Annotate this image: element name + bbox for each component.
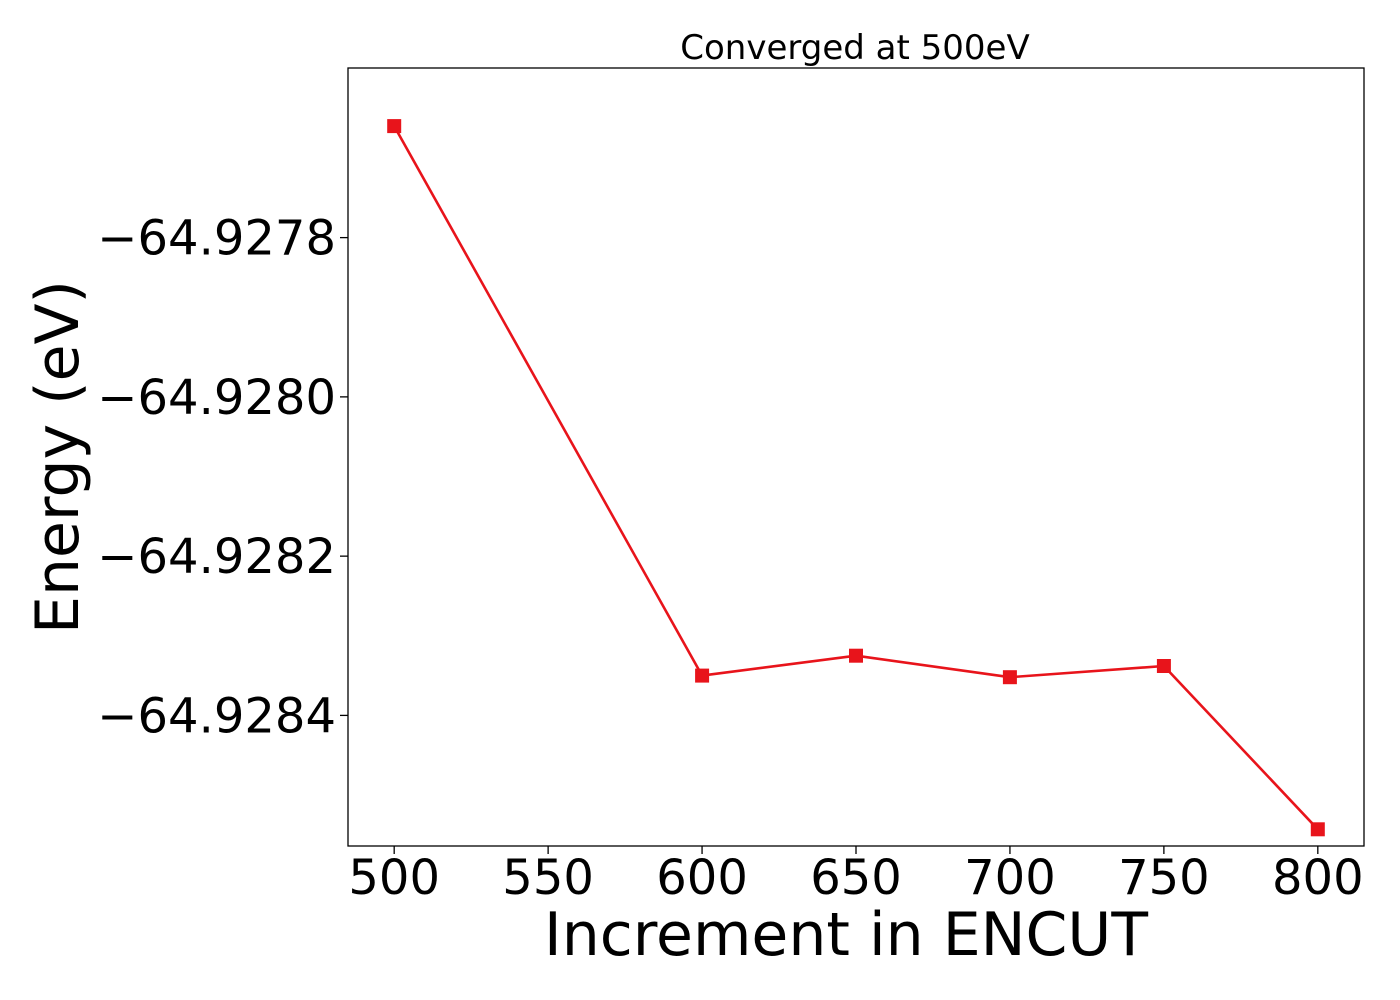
x-tick-label: 600 xyxy=(656,850,748,906)
y-tick-label: −64.9284 xyxy=(97,688,336,744)
data-point xyxy=(387,119,402,134)
y-tick-label: −64.9282 xyxy=(97,529,336,585)
x-axis: 500 550 600 650 700 750 800 xyxy=(348,846,1364,906)
x-tick-label: 700 xyxy=(964,850,1056,906)
chart-title: Converged at 500eV xyxy=(680,28,1029,68)
plot-area xyxy=(387,119,1325,837)
x-tick-label: 800 xyxy=(1272,850,1364,906)
x-tick-label: 750 xyxy=(1118,850,1210,906)
series-line xyxy=(393,125,1319,831)
y-tick-label: −64.9280 xyxy=(97,370,336,426)
y-axis: −64.9278 −64.9280 −64.9282 −64.9284 xyxy=(97,211,348,744)
data-point xyxy=(695,668,710,683)
data-point xyxy=(1156,659,1171,673)
x-tick-label: 650 xyxy=(810,850,902,906)
x-tick-label: 500 xyxy=(348,850,440,906)
y-tick-label: −64.9278 xyxy=(97,211,336,267)
x-axis-title: Increment in ENCUT xyxy=(544,900,1148,970)
data-point xyxy=(849,648,863,663)
data-point xyxy=(1310,822,1325,837)
data-point xyxy=(1002,670,1017,685)
y-axis-title: Energy (eV) xyxy=(23,280,93,634)
x-tick-label: 550 xyxy=(502,850,594,906)
